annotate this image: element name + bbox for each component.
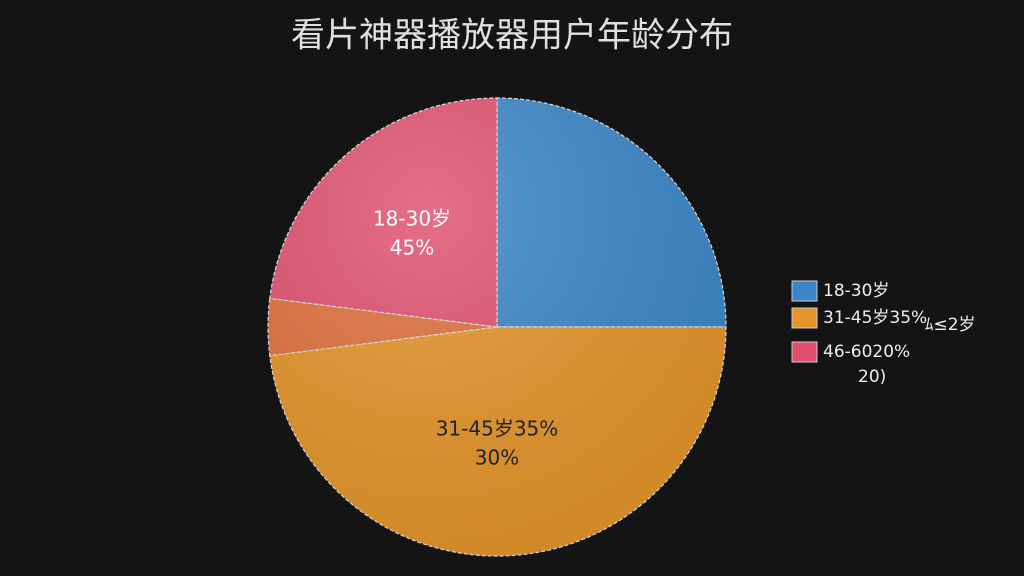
- legend-swatch: [791, 280, 818, 302]
- legend-label: 18-30岁: [823, 281, 889, 301]
- legend-note: ﾑ≤2岁: [925, 315, 976, 335]
- slice-label: 45%: [390, 236, 434, 260]
- pie-slice: [269, 326, 727, 557]
- slice-label: 18-30岁: [373, 207, 451, 231]
- slice-label: 30%: [475, 446, 519, 470]
- pie-slice: [496, 97, 727, 328]
- chart-title: 看片神器播放器用户年龄分布: [291, 16, 733, 56]
- legend-swatch: [791, 341, 818, 363]
- legend-note: 20): [858, 367, 886, 387]
- legend-label: 31-45岁35%: [823, 308, 927, 328]
- legend-swatch: [791, 307, 818, 329]
- legend-label: 46-6020%: [823, 342, 910, 362]
- slice-label: 31-45岁35%: [436, 417, 559, 441]
